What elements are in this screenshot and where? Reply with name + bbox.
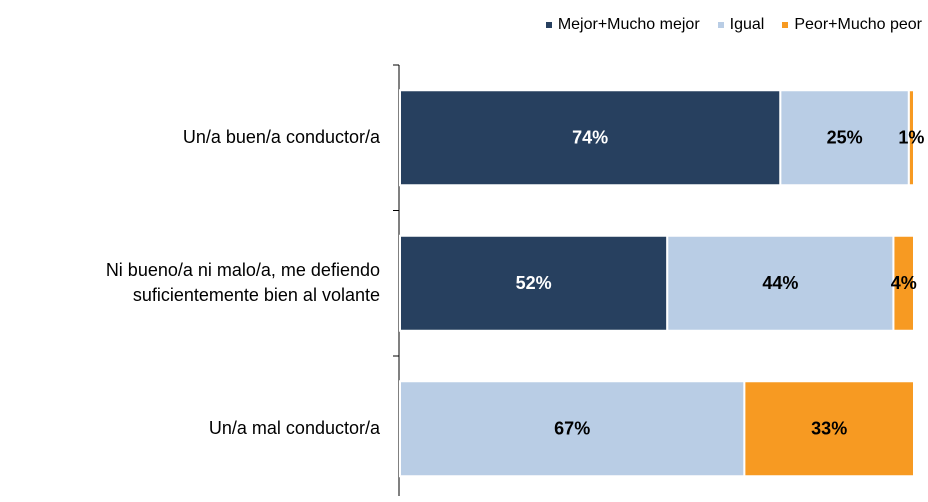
value-label: 4% [891, 273, 917, 293]
value-label: 67% [554, 419, 590, 439]
category-label: Un/a buen/a conductor/a [182, 127, 380, 148]
legend-label: Igual [729, 16, 765, 33]
bar-segment [779, 89, 910, 187]
bar-segment [907, 89, 915, 187]
value-label: 1% [898, 128, 924, 148]
legend-label: Peor+Mucho peor [794, 16, 922, 33]
value-label: 25% [827, 128, 863, 148]
value-label: 44% [762, 273, 798, 293]
legend-item: Igual [717, 16, 765, 34]
value-label: 33% [811, 419, 847, 439]
bar-segment [399, 380, 746, 478]
legend-swatch [717, 22, 724, 28]
category-label: Un/a mal conductor/a [208, 418, 380, 439]
value-label: 52% [516, 273, 552, 293]
legend-item: Peor+Mucho peor [782, 16, 922, 34]
bar-segment [743, 380, 915, 478]
category-label: Ni bueno/a ni malo/a, me defiendo sufici… [105, 260, 380, 306]
legend-label: Mejor+Mucho mejor [557, 16, 700, 33]
bar-segment [892, 234, 916, 332]
legend-swatch [545, 22, 552, 28]
legend: Mejor+Mucho mejor Igual Peor+Mucho peor [545, 16, 922, 34]
legend-swatch [782, 22, 789, 28]
legend-item: Mejor+Mucho mejor [545, 16, 700, 34]
value-label: 74% [572, 128, 608, 148]
